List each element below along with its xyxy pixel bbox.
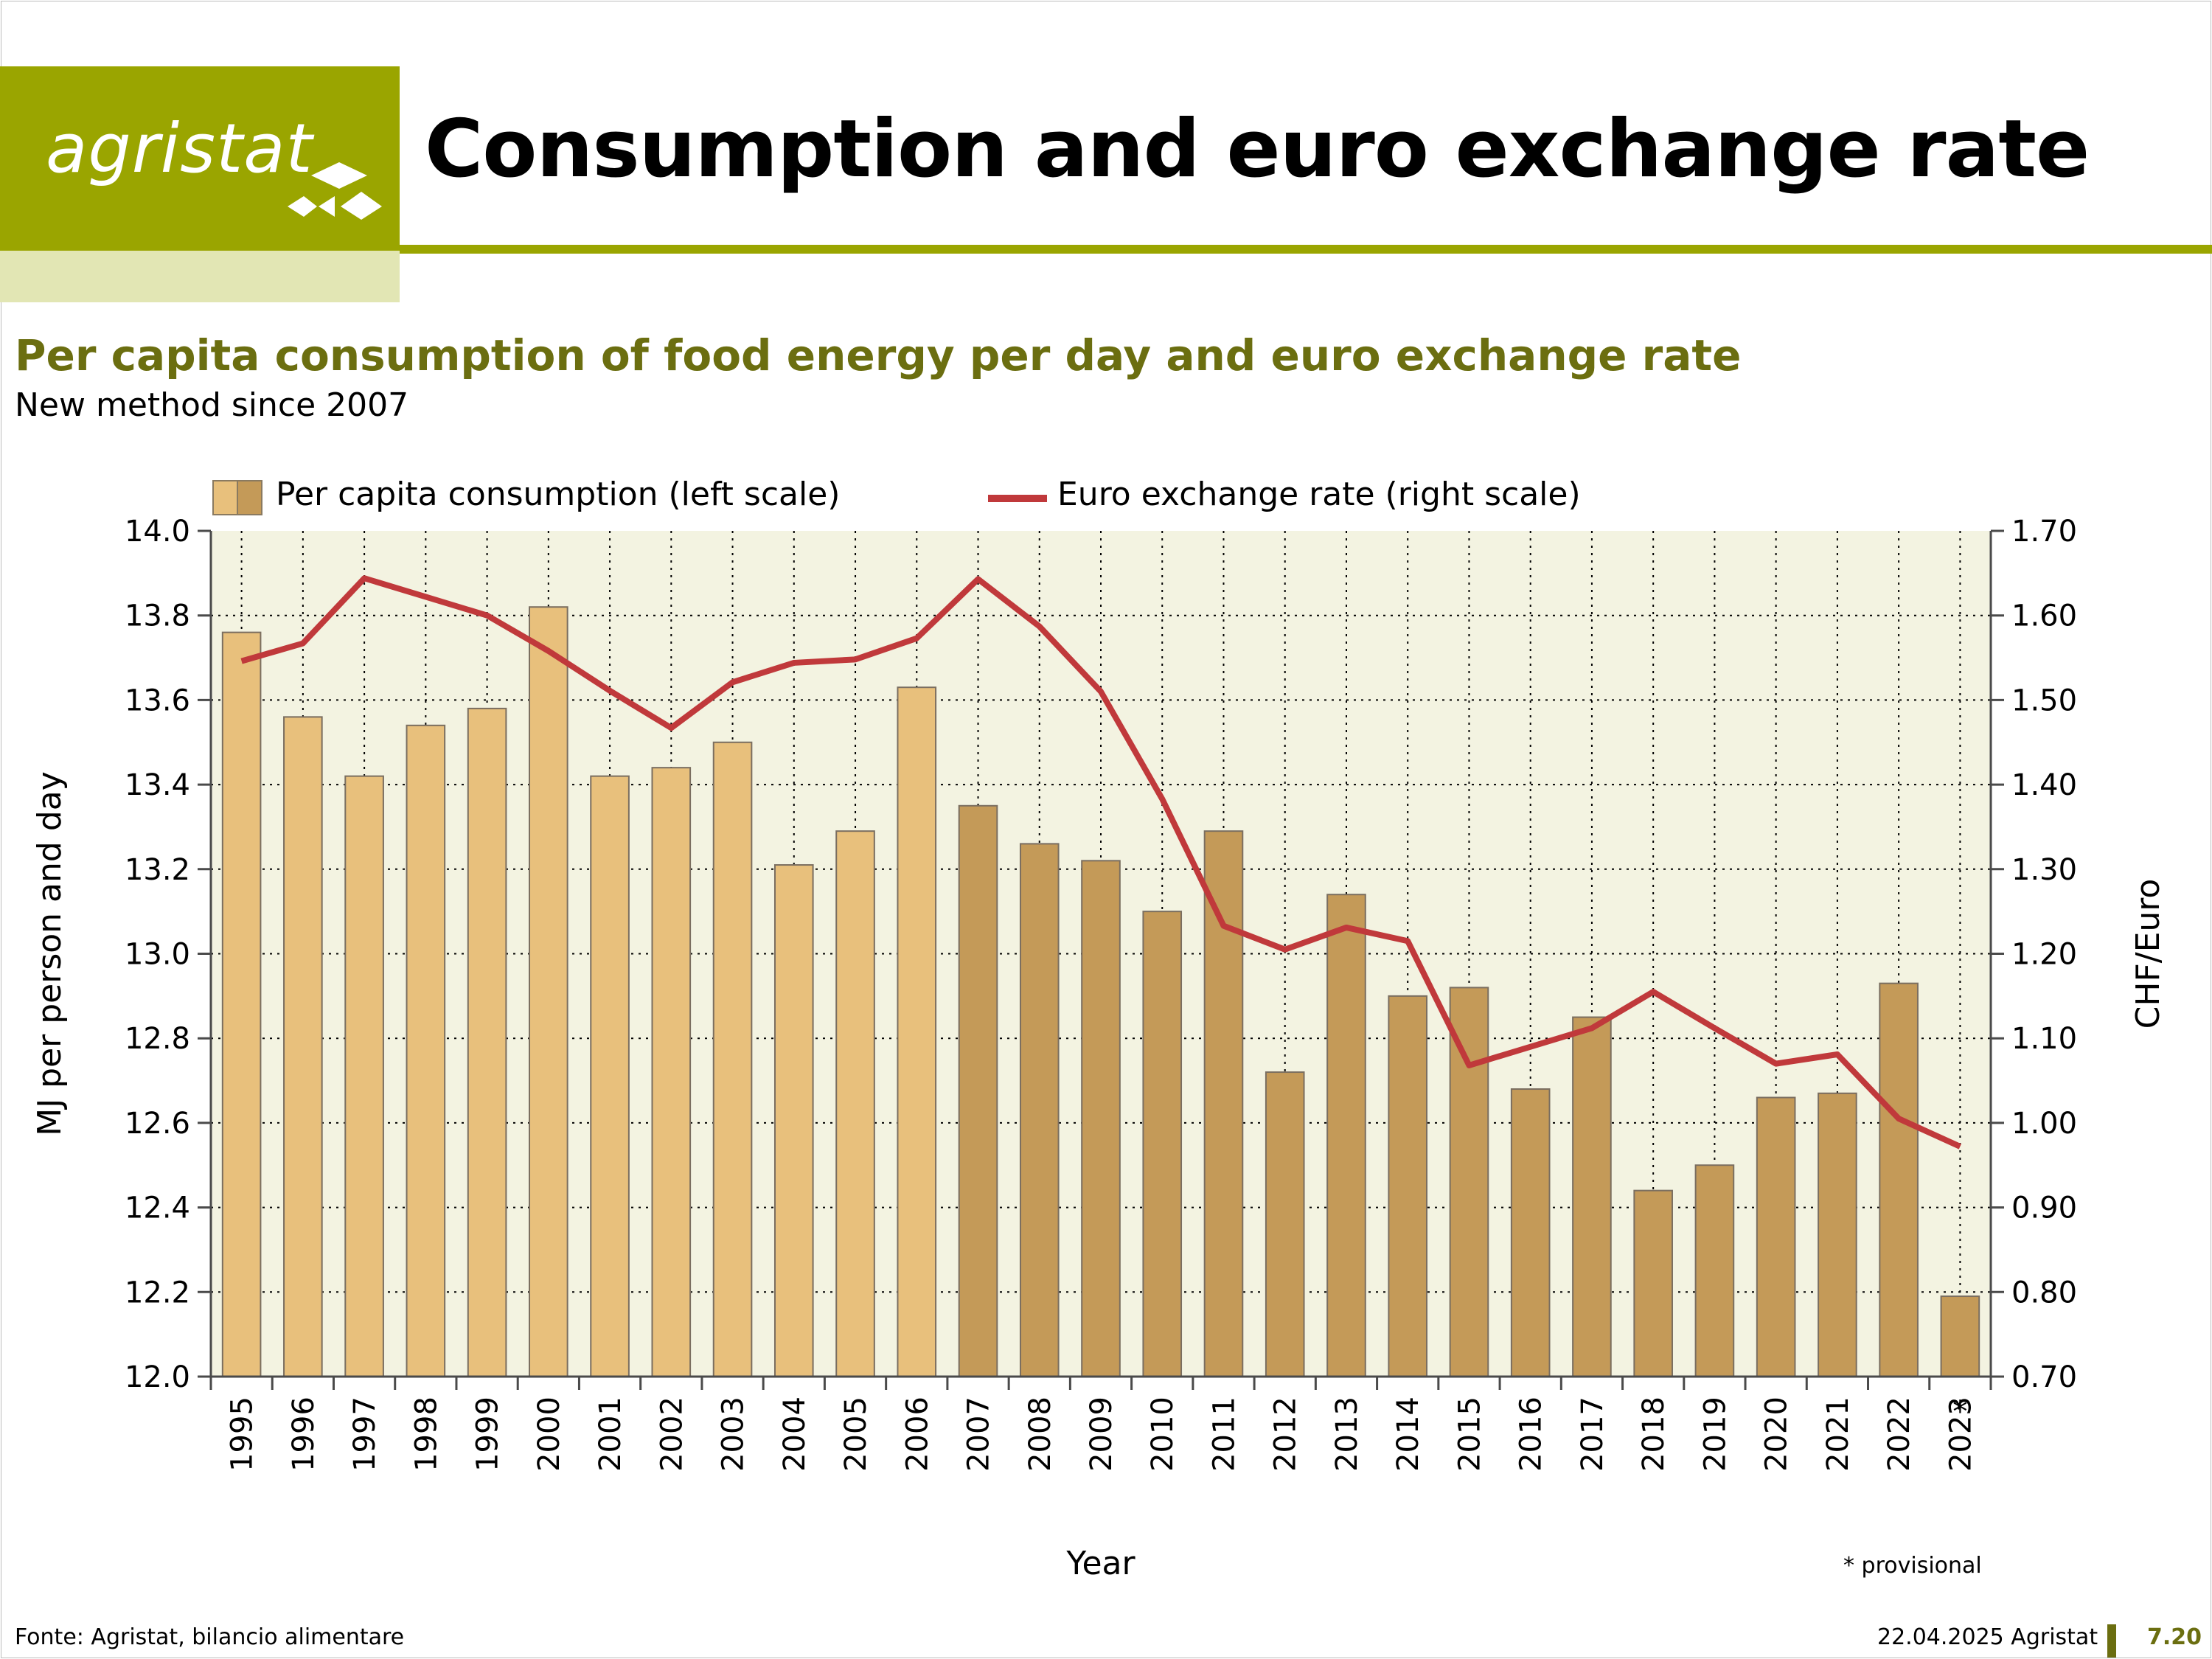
x-tick-label-2007: 2007 bbox=[962, 1397, 996, 1472]
y-tick-label-right: 1.30 bbox=[2011, 853, 2077, 887]
bar-2011 bbox=[1205, 831, 1243, 1377]
x-tick-label-2017: 2017 bbox=[1576, 1397, 1610, 1472]
x-tick-label-2006: 2006 bbox=[900, 1397, 934, 1472]
bar-2003 bbox=[714, 742, 752, 1377]
y-tick-label-right: 1.00 bbox=[2011, 1107, 2077, 1141]
y-tick-label-left: 12.8 bbox=[125, 1022, 190, 1056]
bar-2002 bbox=[653, 768, 691, 1377]
bar-2017 bbox=[1573, 1018, 1611, 1377]
x-tick-label-2018: 2018 bbox=[1637, 1397, 1671, 1472]
x-axis-title: Year bbox=[1065, 1545, 1135, 1582]
x-tick-label-2008: 2008 bbox=[1023, 1397, 1057, 1472]
y-tick-label-left: 13.0 bbox=[125, 938, 190, 972]
x-tick-label-2015: 2015 bbox=[1453, 1397, 1486, 1472]
footer-date: 22.04.2025 Agristat bbox=[1877, 1624, 2098, 1650]
bar-2006 bbox=[897, 687, 936, 1377]
x-tick-label-1997: 1997 bbox=[348, 1397, 382, 1472]
bar-2007 bbox=[959, 806, 998, 1377]
bar-2010 bbox=[1143, 911, 1181, 1377]
x-tick-label-1996: 1996 bbox=[287, 1397, 321, 1472]
x-tick-label-2013: 2013 bbox=[1330, 1397, 1364, 1472]
y-tick-label-right: 1.60 bbox=[2011, 599, 2077, 633]
x-tick-label-1998: 1998 bbox=[409, 1397, 443, 1472]
y-tick-label-left: 12.4 bbox=[125, 1192, 190, 1225]
bar-2022 bbox=[1879, 984, 1918, 1377]
x-tick-label-2011: 2011 bbox=[1207, 1397, 1241, 1472]
bar-2013 bbox=[1327, 894, 1366, 1377]
bar-2014 bbox=[1388, 996, 1427, 1377]
x-tick-label-2003: 2003 bbox=[717, 1397, 751, 1472]
y-tick-label-left: 12.0 bbox=[125, 1360, 190, 1394]
y-axis-title-right: CHF/Euro bbox=[2129, 879, 2167, 1029]
provisional-mark: * bbox=[1952, 1395, 1967, 1429]
y-axis-title-left: MJ per person and day bbox=[31, 771, 69, 1136]
provisional-note: * provisional bbox=[1843, 1553, 1982, 1579]
y-tick-label-left: 13.6 bbox=[125, 684, 190, 717]
y-tick-label-right: 1.40 bbox=[2011, 768, 2077, 802]
y-tick-label-right: 0.80 bbox=[2011, 1276, 2077, 1310]
bar-2000 bbox=[529, 607, 568, 1377]
bar-2001 bbox=[591, 776, 629, 1377]
bar-1999 bbox=[468, 709, 507, 1377]
y-tick-label-left: 13.2 bbox=[125, 853, 190, 887]
bar-2015 bbox=[1450, 987, 1489, 1377]
bar-1997 bbox=[345, 776, 383, 1377]
x-tick-label-2012: 2012 bbox=[1269, 1397, 1303, 1472]
x-tick-label-2019: 2019 bbox=[1698, 1397, 1732, 1472]
x-tick-label-2014: 2014 bbox=[1391, 1397, 1425, 1472]
x-tick-label-1995: 1995 bbox=[226, 1397, 260, 1472]
x-tick-label-2021: 2021 bbox=[1821, 1397, 1855, 1472]
x-tick-label-2001: 2001 bbox=[594, 1397, 627, 1472]
x-tick-label-2016: 2016 bbox=[1514, 1397, 1548, 1472]
combo-chart: 12.0 12.2 12.4 12.6 12.8 13.0 13.2 13.4 13.6 13.8… bbox=[0, 0, 2212, 1659]
y-tick-label-right: 1.70 bbox=[2011, 515, 2077, 549]
page-number: 7.20 bbox=[2147, 1624, 2202, 1650]
y-tick-label-right: 0.70 bbox=[2011, 1360, 2077, 1394]
bar-2016 bbox=[1512, 1089, 1550, 1377]
y-tick-label-right: 1.50 bbox=[2011, 684, 2077, 717]
y-tick-label-right: 1.20 bbox=[2011, 938, 2077, 972]
x-tick-label-2022: 2022 bbox=[1882, 1397, 1916, 1472]
y-tick-label-left: 13.8 bbox=[125, 599, 190, 633]
bar-2009 bbox=[1082, 860, 1120, 1377]
x-tick-label-1999: 1999 bbox=[471, 1397, 505, 1472]
bar-2021 bbox=[1818, 1093, 1857, 1377]
bar-2019 bbox=[1696, 1165, 1734, 1377]
y-tick-label-left: 12.2 bbox=[125, 1276, 190, 1310]
y-tick-label-right: 0.90 bbox=[2011, 1192, 2077, 1225]
bar-2020 bbox=[1757, 1097, 1795, 1377]
x-tick-label-2004: 2004 bbox=[778, 1397, 812, 1472]
y-tick-label-right: 1.10 bbox=[2011, 1022, 2077, 1056]
bar-2005 bbox=[836, 831, 874, 1377]
bar-2023 bbox=[1941, 1296, 1980, 1377]
x-tick-label-2005: 2005 bbox=[839, 1397, 873, 1472]
footer-divider bbox=[2107, 1624, 2116, 1658]
bar-2004 bbox=[775, 865, 813, 1377]
bar-2012 bbox=[1266, 1072, 1304, 1377]
source-note: Fonte: Agristat, bilancio alimentare bbox=[15, 1624, 404, 1650]
bar-1998 bbox=[407, 726, 445, 1377]
x-tick-label-2009: 2009 bbox=[1085, 1397, 1119, 1472]
y-tick-label-left: 12.6 bbox=[125, 1107, 190, 1141]
bar-1996 bbox=[284, 717, 322, 1377]
bar-1995 bbox=[223, 633, 261, 1377]
x-tick-label-2020: 2020 bbox=[1760, 1397, 1794, 1472]
bar-2018 bbox=[1634, 1191, 1672, 1377]
y-tick-label-left: 13.4 bbox=[125, 768, 190, 802]
x-tick-label-2002: 2002 bbox=[655, 1397, 689, 1472]
y-tick-label-left: 14.0 bbox=[125, 515, 190, 549]
x-tick-label-2010: 2010 bbox=[1146, 1397, 1180, 1472]
bar-2008 bbox=[1020, 844, 1059, 1377]
x-tick-label-2000: 2000 bbox=[532, 1397, 566, 1472]
